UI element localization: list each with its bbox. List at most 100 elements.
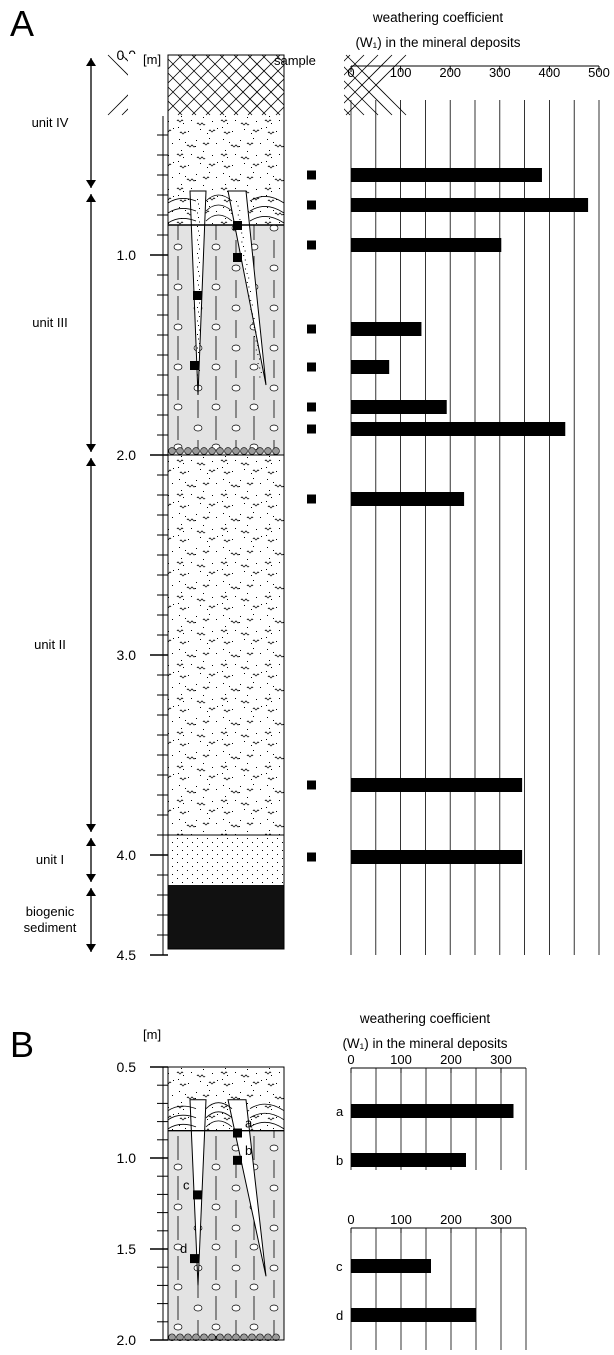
b-pebble [176, 1333, 184, 1341]
wedge-dot [239, 219, 241, 220]
b-gray-fill [168, 1130, 284, 1340]
wedge-dot [197, 307, 198, 308]
depth-unit-label: [m] [143, 52, 161, 67]
chart-b2-category-label: c [336, 1259, 343, 1274]
wedge-dot [253, 327, 255, 328]
b-column-frame [167, 1066, 285, 1341]
chart-a-bar [351, 422, 566, 436]
b-pebble [168, 1333, 176, 1341]
chart-b1-bar [351, 1153, 466, 1167]
b-sample-square [233, 1128, 242, 1138]
wedge-dot [198, 352, 199, 353]
pebble [216, 447, 224, 455]
b-pebble [264, 1333, 272, 1341]
sample-marker [307, 170, 316, 180]
wedge-dot [197, 334, 198, 335]
b-depth-tick-label: 0.5 [117, 1059, 137, 1075]
sample-header: sample [274, 53, 316, 68]
wedge-dot [198, 325, 199, 326]
chart-b2-xtick-label: 300 [490, 1212, 512, 1227]
b-sand-silt [168, 1067, 284, 1131]
wedge-dot [199, 235, 200, 236]
wedge-dot [259, 358, 260, 360]
wedge-dot [241, 232, 243, 234]
chart-a-bar [351, 492, 465, 506]
unit-label: biogenic sediment [24, 904, 77, 935]
wedge-dot [260, 372, 262, 373]
chart-a-bar [351, 238, 502, 252]
b-sample-letter: b [245, 1143, 252, 1158]
depth-tick-label: 4.0 [117, 847, 137, 863]
b-pebble [224, 1333, 232, 1341]
wedge-dot [255, 331, 257, 333]
chart-a-bar [351, 198, 589, 212]
chart-a-bar [351, 322, 422, 336]
pebble [248, 447, 256, 455]
chart-b1-xtick-label: 200 [440, 1052, 462, 1067]
b-pebble [192, 1333, 200, 1341]
wedge-dot [250, 291, 251, 292]
wedge-dot [197, 226, 198, 227]
crosshatch-bg [168, 55, 284, 115]
wedge-dot [259, 376, 261, 378]
chart-b2-bar [351, 1259, 431, 1273]
pebble [240, 447, 248, 455]
pebble [192, 447, 200, 455]
panel-a-letter: A [10, 3, 34, 44]
unit-bracket-arrow-top [86, 838, 96, 846]
wedge-dot [199, 343, 200, 344]
wedge-right [227, 190, 267, 386]
chart-a-xtick-label: 100 [390, 65, 412, 80]
hatch-mask-right [284, 54, 344, 116]
wedge-dot [197, 266, 198, 268]
wedge-dot [199, 262, 200, 263]
wedge-dot [251, 304, 253, 306]
unit-i-sand [168, 835, 284, 885]
wedge-dot [248, 286, 250, 288]
unit-bracket-arrow-top [86, 458, 96, 466]
wedge-dot [248, 277, 250, 279]
column-frame [167, 54, 285, 950]
b-sample-square [233, 1155, 242, 1165]
wedge-dot [250, 309, 252, 310]
chart-a-xtick-label: 500 [588, 65, 610, 80]
wedge-dot [245, 268, 246, 270]
wedge-dot [252, 322, 254, 324]
b-pebble [240, 1333, 248, 1341]
chart-b2-category-label: d [336, 1308, 343, 1323]
chart-b2-bar [351, 1308, 476, 1322]
hatch-line [177, 54, 239, 116]
involution-line [167, 204, 285, 214]
b-pebble [184, 1333, 192, 1341]
wedge-dot [246, 282, 248, 283]
pebble [176, 447, 184, 455]
unit-label: unit IV [32, 115, 69, 130]
wedge-dot [199, 289, 200, 290]
chart-b1-xtick-label: 300 [490, 1052, 512, 1067]
involution-line [167, 194, 285, 204]
wedge-sample-square [233, 253, 242, 262]
unit-bracket-arrow-bottom [86, 874, 96, 882]
depth-tick-label: 3.0 [117, 647, 137, 663]
wedge-dot [257, 363, 259, 364]
wedge-dot [244, 259, 246, 261]
wedge-dot [198, 271, 199, 272]
wedge-dot [199, 316, 200, 317]
pebble [256, 447, 264, 455]
pebble [264, 447, 272, 455]
wedge-dot [198, 244, 199, 245]
panel-b-depth-unit-label: [m] [143, 1027, 161, 1042]
wedge-sample-square [190, 361, 199, 370]
chart-b-title-line1: weathering coefficient [359, 1011, 491, 1026]
b-pebble [208, 1333, 216, 1341]
wedge-dot [197, 347, 198, 349]
b-depth-tick-label: 1.5 [117, 1241, 137, 1257]
wedge-dot [236, 201, 237, 202]
b-sample-letter: c [183, 1177, 190, 1192]
sample-marker [307, 424, 316, 434]
wedge-dot [198, 284, 199, 286]
unit-bracket-arrow-bottom [86, 180, 96, 188]
b-pebble [200, 1333, 208, 1341]
unit-bracket-arrow-top [86, 58, 96, 66]
wedge-dot [237, 214, 239, 216]
